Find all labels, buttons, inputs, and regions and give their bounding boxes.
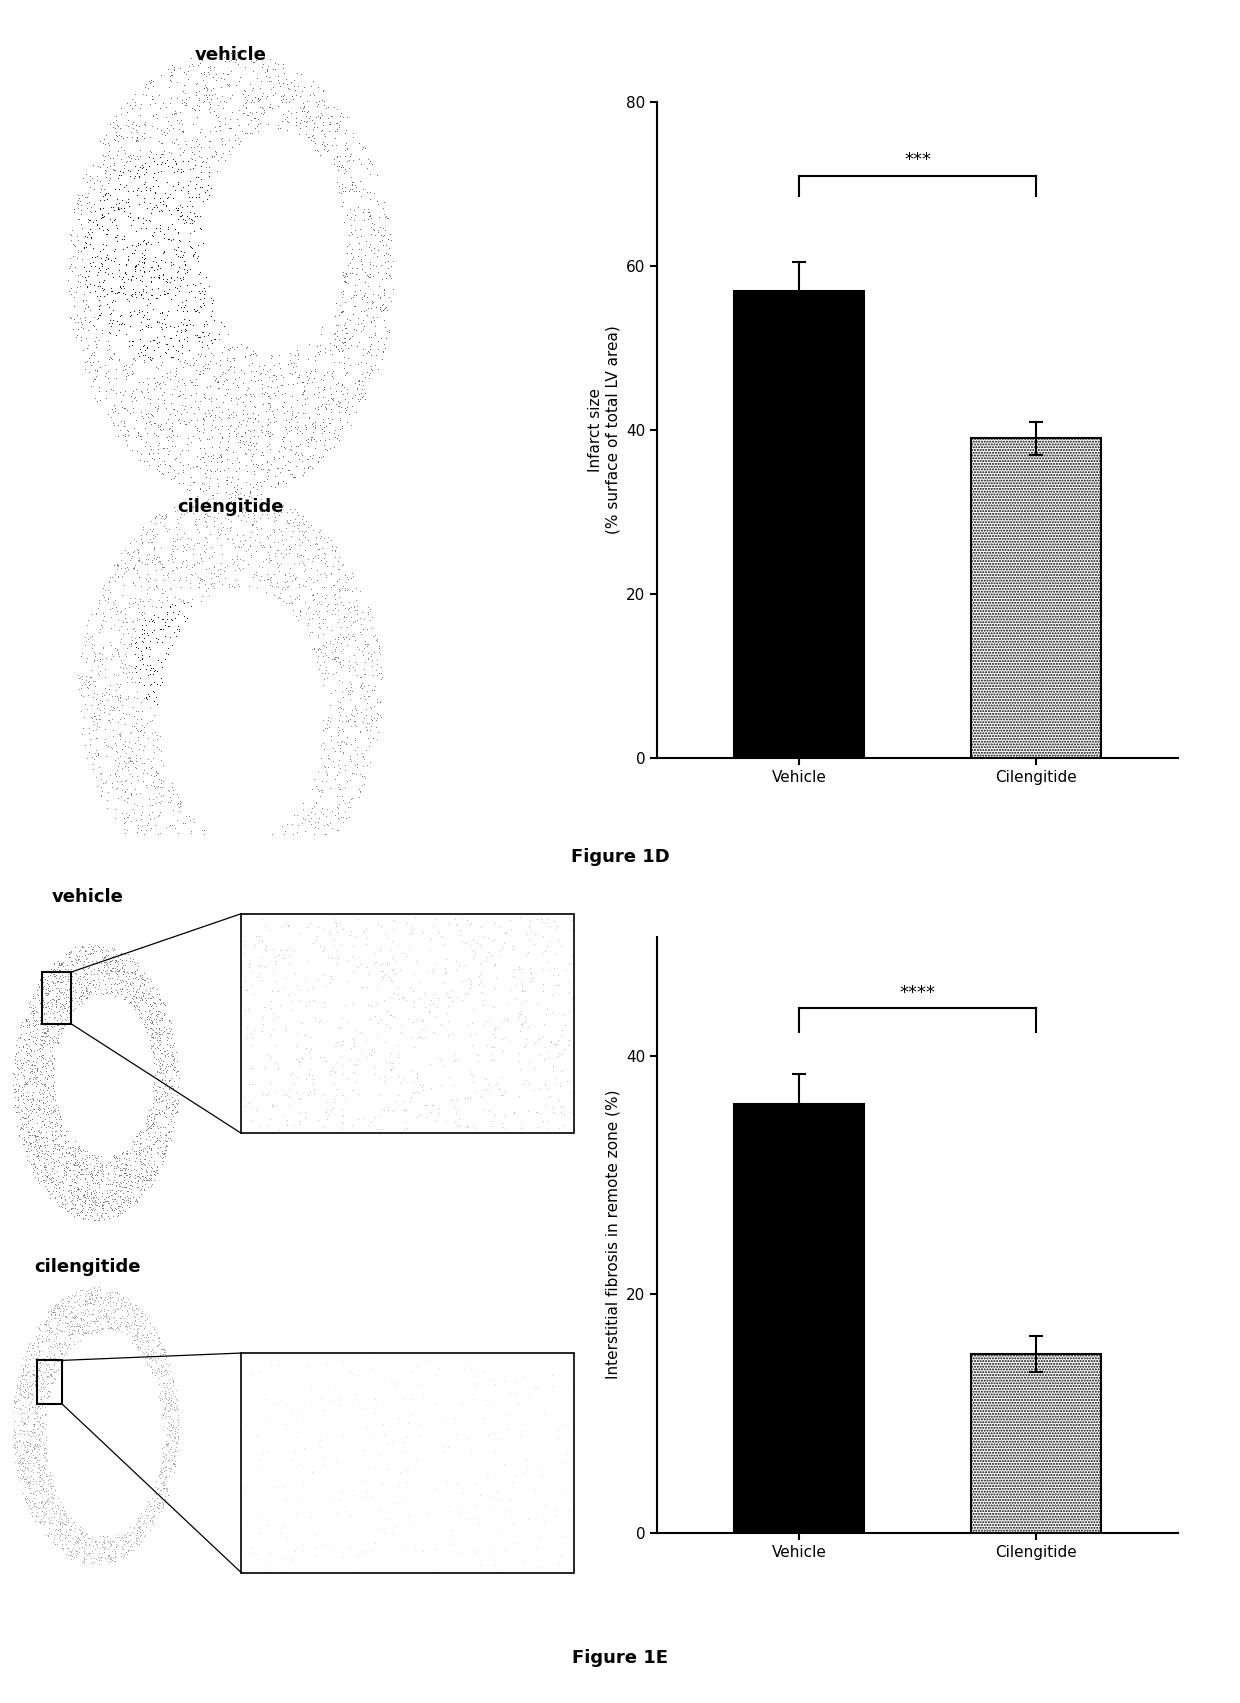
Bar bbox=[242, 1352, 574, 1574]
Bar bbox=[971, 438, 1101, 758]
Bar bbox=[734, 1104, 864, 1533]
Bar bbox=[734, 291, 864, 758]
Text: ***: *** bbox=[904, 152, 931, 169]
Bar bbox=[37, 1361, 62, 1405]
Bar bbox=[42, 972, 71, 1024]
Text: cilengitide: cilengitide bbox=[33, 1259, 140, 1276]
Bar bbox=[971, 1354, 1101, 1533]
Bar bbox=[242, 913, 574, 1134]
Text: cilengitide: cilengitide bbox=[177, 499, 284, 516]
Text: vehicle: vehicle bbox=[51, 887, 123, 906]
Text: vehicle: vehicle bbox=[195, 46, 267, 65]
Text: Figure 1E: Figure 1E bbox=[572, 1649, 668, 1667]
Y-axis label: Infarct size
(% surface of total LV area): Infarct size (% surface of total LV area… bbox=[588, 325, 620, 535]
Text: ****: **** bbox=[899, 984, 936, 1001]
Y-axis label: Interstitial fibrosis in remote zone (%): Interstitial fibrosis in remote zone (%) bbox=[605, 1090, 620, 1379]
Text: Figure 1D: Figure 1D bbox=[570, 848, 670, 867]
